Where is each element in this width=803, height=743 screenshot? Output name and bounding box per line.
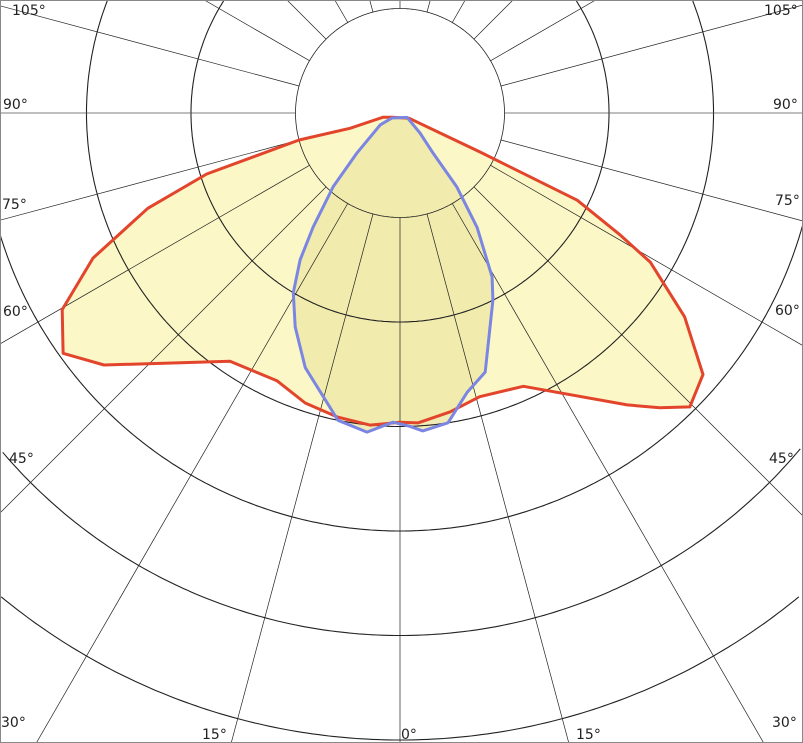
grid-radial-120: [490, 0, 596, 62]
angle-label-left-15: 15°: [202, 727, 227, 743]
angle-label-left-105: 105°: [12, 3, 46, 19]
angle-label-right-15: 15°: [576, 727, 601, 743]
angle-label-left-60: 60°: [3, 304, 28, 320]
angle-label-zero: 0°: [401, 727, 417, 743]
angle-label-right-105: 105°: [764, 3, 798, 19]
angle-label-right-30: 30°: [772, 715, 797, 731]
angle-label-left-45: 45°: [9, 451, 34, 467]
angle-label-left-30: 30°: [1, 715, 26, 731]
grid-radial-345: [230, 213, 374, 743]
angle-label-right-60: 60°: [775, 303, 800, 319]
grid-radial-60: [490, 164, 803, 347]
angle-label-right-90: 90°: [773, 97, 798, 113]
grid-radial-210: [334, 0, 349, 23]
grid-ring-5: [2, 448, 801, 637]
series-2-curve: [291, 115, 495, 434]
angle-label-left-90: 90°: [3, 97, 28, 113]
grid-radial-75: [500, 139, 803, 222]
grid-radial-135: [473, 0, 514, 40]
grid-radial-300: [0, 164, 310, 345]
grid-radial-240: [204, 0, 310, 62]
grid-radial-255: [0, 5, 300, 87]
grid-radial-285: [0, 139, 300, 221]
grid-radial-150: [451, 0, 466, 23]
series-1-curve: [60, 115, 705, 427]
grid-radial-225: [286, 0, 327, 40]
angle-label-right-75: 75°: [775, 193, 800, 209]
grid-radial-315: [0, 186, 327, 514]
grid-radial-45: [473, 186, 803, 517]
grid-radial-195: [369, 0, 374, 13]
grid-radial-30: [451, 203, 765, 743]
series-2-area: [293, 117, 493, 433]
grid-radial-105: [500, 4, 803, 87]
angle-label-left-75: 75°: [2, 197, 27, 213]
angle-label-right-45: 45°: [769, 451, 794, 467]
grid-radial-330: [35, 203, 349, 743]
grid-radial-15: [426, 213, 570, 743]
grid-radial-165: [426, 0, 431, 13]
